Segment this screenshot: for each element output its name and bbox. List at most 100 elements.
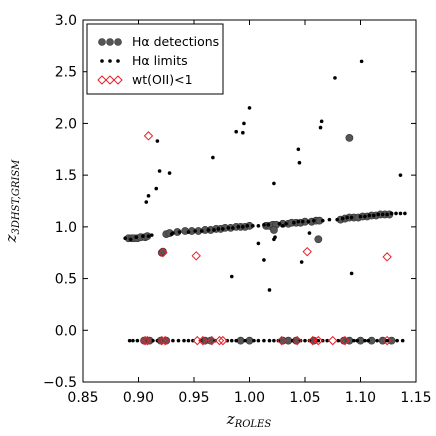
limit-point [155,139,160,143]
limit-point [256,338,261,343]
x-tick-label: 0.95 [178,390,209,406]
limit-point [167,171,172,175]
limit-point [241,130,245,135]
limit-point [262,258,266,262]
limit-point [131,338,135,343]
y-tick-label: 2.0 [55,116,77,132]
flag-diamond [328,335,338,346]
limit-point [394,211,398,216]
limit-point [272,338,276,343]
limit-point [398,211,403,216]
limit-point [340,216,345,221]
limit-point [231,226,235,230]
flag-diamond [276,335,287,346]
limit-point [135,338,140,343]
limit-point [333,76,337,80]
flag-diamond [142,335,153,346]
limit-point [336,338,341,343]
limit-point [398,173,403,177]
flag-diamond [340,335,350,346]
legend-marker-flags [97,75,123,85]
limit-point [366,338,371,343]
flags-layer [140,131,392,346]
y-tick-label: 2.5 [55,65,77,81]
flag-diamond [302,246,312,257]
flag-diamond [313,335,324,346]
limit-point [206,228,211,232]
flag-diamond [191,251,201,261]
limit-point [157,169,162,173]
detection-point [345,134,354,142]
limit-point [256,224,261,228]
limit-point [376,212,381,217]
limit-point [352,338,356,343]
x-tick-label: 0.90 [123,390,154,406]
limit-point [182,338,186,343]
limit-point [318,125,323,130]
limit-point [186,230,191,234]
legend-label-flags: wt(OII)<1 [132,72,193,87]
flag-diamond [158,248,168,258]
legend-marker-detections [98,38,122,46]
limit-point [319,119,324,124]
flag-diamond [207,335,217,346]
limit-point [306,219,311,224]
limit-point [372,213,376,218]
y-tick-label: −0.5 [43,375,77,391]
detection-point [270,226,278,234]
limit-point [247,106,252,110]
limit-point [134,235,139,239]
limit-point [171,338,175,343]
limit-point [345,215,349,220]
limit-point [375,338,379,343]
limit-point [296,219,301,224]
detection-point [314,235,323,244]
limit-point [284,221,288,226]
limit-point [299,260,304,264]
limit-point [229,338,234,343]
y-axis-label: z3DHST,GRISM [2,159,22,244]
limit-point [273,235,277,239]
limit-point [400,338,405,343]
limit-point [245,224,250,228]
limit-point [199,229,204,233]
legend-frame [86,23,224,95]
limit-point [186,338,191,343]
limit-point [385,212,389,217]
flag-diamond [198,335,208,346]
limit-point [363,214,367,219]
limit-point [146,194,151,198]
limit-point [277,221,282,226]
x-axis-label: zROLES [226,410,272,430]
limit-point [335,217,339,222]
limit-point [355,338,359,343]
limit-point [403,211,407,216]
limit-point [123,236,127,241]
limit-point [266,222,271,227]
x-tick-label: 1.05 [289,390,320,406]
limit-point [141,234,145,238]
limit-point [349,215,354,220]
flag-diamond [218,335,228,346]
limit-point [292,220,296,225]
limit-point [325,338,330,343]
limit-point [303,338,307,343]
axis-ticks: 0.85 0.90 0.95 1.00 1.05 1.10 1.15 −0.5 0.0 0.5 1.… [43,13,432,406]
limit-point [252,338,256,343]
limit-point [385,338,389,343]
flag-diamond [140,335,150,346]
limit-point [256,241,261,246]
limit-point [211,155,215,160]
y-tick-label: 1.5 [55,168,77,184]
limit-point [127,338,132,343]
limit-point [154,186,159,191]
y-tick-label: 0.5 [55,272,77,288]
limit-point [170,232,174,236]
limit-point [312,218,316,223]
x-tick-label: 1.00 [234,390,265,406]
limit-point [272,181,276,186]
limit-point [242,121,246,126]
limit-point [234,338,238,343]
limit-point [229,274,234,279]
